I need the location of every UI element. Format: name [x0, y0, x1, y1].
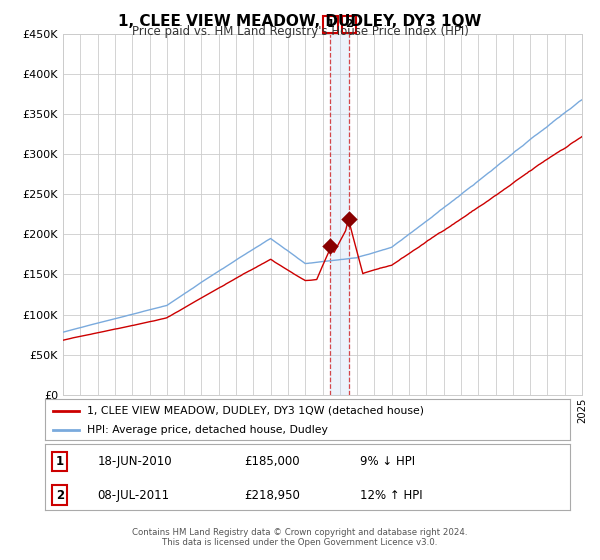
Text: 1, CLEE VIEW MEADOW, DUDLEY, DY3 1QW (detached house): 1, CLEE VIEW MEADOW, DUDLEY, DY3 1QW (de… — [87, 405, 424, 416]
Text: Price paid vs. HM Land Registry's House Price Index (HPI): Price paid vs. HM Land Registry's House … — [131, 25, 469, 38]
Text: £218,950: £218,950 — [245, 488, 301, 502]
Text: 12% ↑ HPI: 12% ↑ HPI — [360, 488, 422, 502]
Text: Contains HM Land Registry data © Crown copyright and database right 2024.: Contains HM Land Registry data © Crown c… — [132, 528, 468, 536]
Text: £185,000: £185,000 — [245, 455, 300, 468]
Text: 1: 1 — [56, 455, 64, 468]
Bar — [331, 34, 349, 395]
Text: 1: 1 — [326, 20, 334, 30]
Text: 1, CLEE VIEW MEADOW, DUDLEY, DY3 1QW: 1, CLEE VIEW MEADOW, DUDLEY, DY3 1QW — [118, 14, 482, 29]
Text: This data is licensed under the Open Government Licence v3.0.: This data is licensed under the Open Gov… — [163, 538, 437, 547]
Text: 18-JUN-2010: 18-JUN-2010 — [97, 455, 172, 468]
Point — [344, 214, 354, 223]
Text: 08-JUL-2011: 08-JUL-2011 — [97, 488, 170, 502]
Text: HPI: Average price, detached house, Dudley: HPI: Average price, detached house, Dudl… — [87, 424, 328, 435]
Text: 2: 2 — [56, 488, 64, 502]
Text: 2: 2 — [345, 20, 353, 30]
Point — [326, 242, 335, 251]
Text: 9% ↓ HPI: 9% ↓ HPI — [360, 455, 415, 468]
